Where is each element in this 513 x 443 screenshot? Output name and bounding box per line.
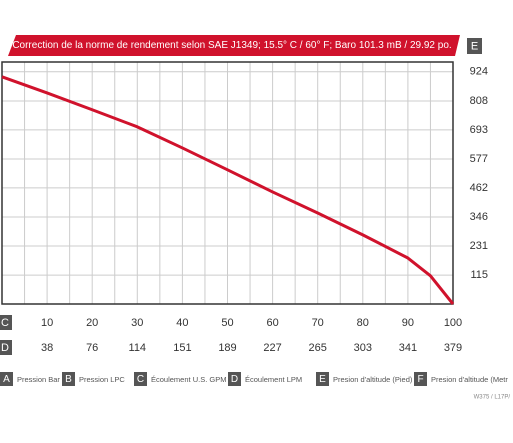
legend-letter-box [414,372,427,386]
y-tick-label: 924 [470,66,488,78]
x-tick-label: 40 [176,317,188,329]
data-line [1,75,455,305]
axis-letter: D [1,342,9,354]
legend-text: Pression LPC [79,375,125,384]
y-tick-label: 577 [470,153,488,165]
x2-tick-label: 303 [354,342,372,354]
legend-text: Écoulement U.S. GPM [151,375,226,384]
axis-letter: E [471,40,478,52]
legend-letter: A [3,374,10,385]
legend-letter: C [137,374,144,385]
axis-letter-box [467,38,482,54]
x2-tick-label: 114 [129,342,147,354]
legend-letter: E [319,374,326,385]
x2-tick-label: 76 [86,342,98,354]
x2-tick-label: 189 [218,342,236,354]
title-banner [8,35,460,56]
legend-letter-box [62,372,75,386]
x2-tick-label: 341 [399,342,417,354]
x-tick-label: 70 [312,317,324,329]
x2-tick-label: 151 [173,342,191,354]
x2-tick-label: 227 [263,342,281,354]
legend-letter: F [417,374,423,385]
x-tick-label: 60 [266,317,278,329]
legend-text: Presion d'altitude (Pied) [333,375,413,384]
legend-letter-box [228,372,241,386]
axis-letter-box [0,340,12,355]
legend-text: Presion d'altitude (Metr [431,375,508,384]
x-tick-label: 90 [402,317,414,329]
x2-tick-label: 379 [444,342,462,354]
axis-letter-box [0,315,12,330]
x-tick-label: 100 [444,317,462,329]
footnote: W375 / L17P/ [474,395,511,401]
axis-letter: C [1,317,9,329]
y-tick-label: 346 [470,211,488,223]
legend-text: Pression Bar [17,375,60,384]
x-tick-label: 50 [221,317,233,329]
y-tick-label: 231 [470,240,488,252]
legend-letter: D [231,374,238,385]
x-tick-label: 80 [357,317,369,329]
x2-tick-label: 265 [309,342,327,354]
y-tick-label: 808 [470,95,488,107]
x-tick-label: 30 [131,317,143,329]
legend-letter-box [134,372,147,386]
legend-letter: B [65,374,72,385]
x-tick-label: 20 [86,317,98,329]
y-tick-label: 462 [470,182,488,194]
legend-text: Écoulement LPM [245,375,302,384]
x-tick-label: 10 [41,317,53,329]
y-tick-label: 693 [470,124,488,136]
legend-letter-box [316,372,329,386]
chart-title: Correction de la norme de rendement selo… [12,40,451,51]
y-tick-label: 115 [470,269,488,281]
plot-frame [1,61,454,305]
legend-letter-box [0,372,13,386]
x2-tick-label: 38 [41,342,53,354]
